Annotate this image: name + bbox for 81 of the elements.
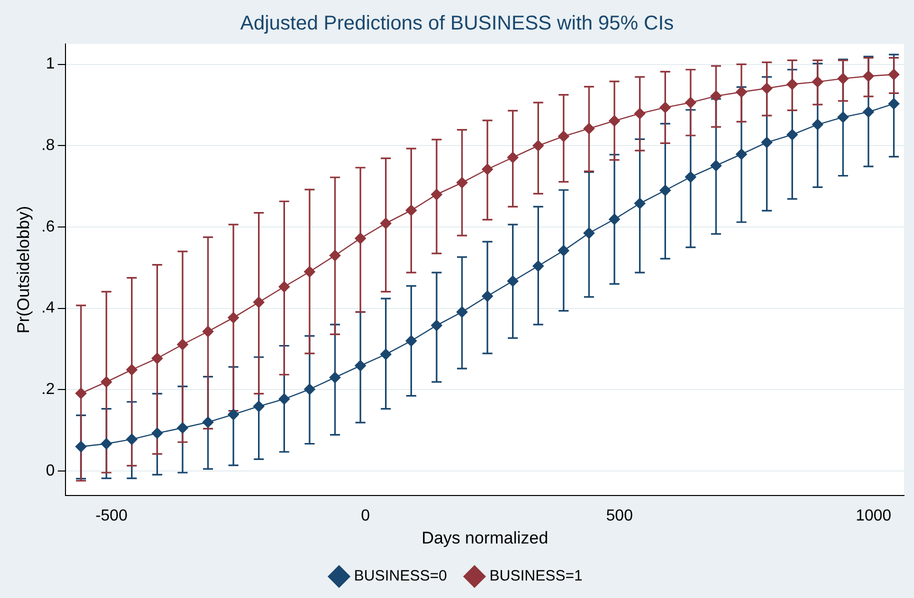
point	[126, 434, 138, 445]
point	[710, 160, 722, 172]
point	[634, 198, 646, 210]
y-tick-label: .2	[41, 381, 55, 398]
point	[583, 228, 595, 239]
point	[431, 188, 442, 200]
point	[532, 260, 544, 272]
point	[761, 136, 772, 148]
point	[685, 96, 696, 108]
y-tick-label: .4	[41, 300, 55, 317]
legend-label: BUSINESS=1	[490, 568, 582, 585]
point	[329, 372, 341, 384]
point	[176, 422, 188, 434]
point	[888, 98, 900, 110]
x-axis-title: Days normalized	[422, 528, 548, 548]
point	[558, 244, 570, 256]
point	[152, 352, 163, 364]
point	[507, 275, 518, 287]
point	[812, 118, 824, 130]
point	[278, 281, 290, 292]
point	[380, 218, 392, 229]
point	[761, 82, 772, 94]
x-tick-label: 0	[361, 507, 370, 524]
point	[482, 164, 494, 175]
point	[736, 86, 748, 98]
y-tick-label: .8	[41, 137, 55, 154]
point	[406, 335, 417, 346]
point	[608, 115, 620, 126]
point	[482, 290, 494, 302]
point	[304, 384, 316, 395]
point	[685, 171, 696, 183]
point	[202, 416, 214, 428]
point	[812, 76, 824, 88]
point	[228, 312, 239, 324]
point	[75, 441, 87, 452]
point	[354, 360, 366, 372]
point	[507, 152, 518, 164]
point	[100, 376, 112, 388]
x-tick-label: -500	[95, 507, 128, 524]
point	[786, 78, 798, 90]
point	[431, 320, 442, 332]
point	[736, 148, 748, 160]
point	[710, 90, 722, 102]
point	[583, 122, 595, 134]
point	[202, 326, 214, 338]
point	[634, 108, 646, 120]
point	[837, 112, 849, 123]
point	[228, 408, 239, 420]
point	[862, 70, 874, 82]
y-tick-label: 1	[46, 56, 55, 73]
y-tick-label: .6	[41, 218, 55, 236]
point	[888, 68, 900, 80]
point	[456, 177, 468, 188]
point	[100, 438, 112, 450]
point	[456, 306, 468, 318]
point	[532, 140, 544, 152]
point	[660, 102, 671, 114]
point	[660, 184, 671, 196]
point	[278, 393, 290, 405]
point	[329, 250, 341, 262]
point	[608, 214, 620, 225]
point	[380, 348, 392, 360]
legend-label: BUSINESS=0	[354, 568, 448, 585]
point	[253, 296, 264, 308]
point	[862, 106, 874, 118]
y-tick-label: 0	[46, 462, 55, 480]
point	[253, 400, 264, 412]
point	[75, 388, 87, 399]
point	[558, 130, 570, 142]
x-tick-label: 500	[606, 507, 633, 524]
point	[304, 266, 316, 278]
x-tick-label: 1000	[856, 507, 892, 524]
point	[406, 204, 417, 216]
y-axis-title: Pr(Outsidelobby)	[14, 206, 33, 334]
point	[152, 428, 163, 439]
point	[176, 338, 188, 350]
chart-title: Adjusted Predictions of BUSINESS with 95% CIs	[240, 12, 674, 35]
point	[126, 364, 138, 376]
point	[837, 72, 849, 84]
point	[354, 232, 366, 244]
point	[786, 129, 798, 140]
